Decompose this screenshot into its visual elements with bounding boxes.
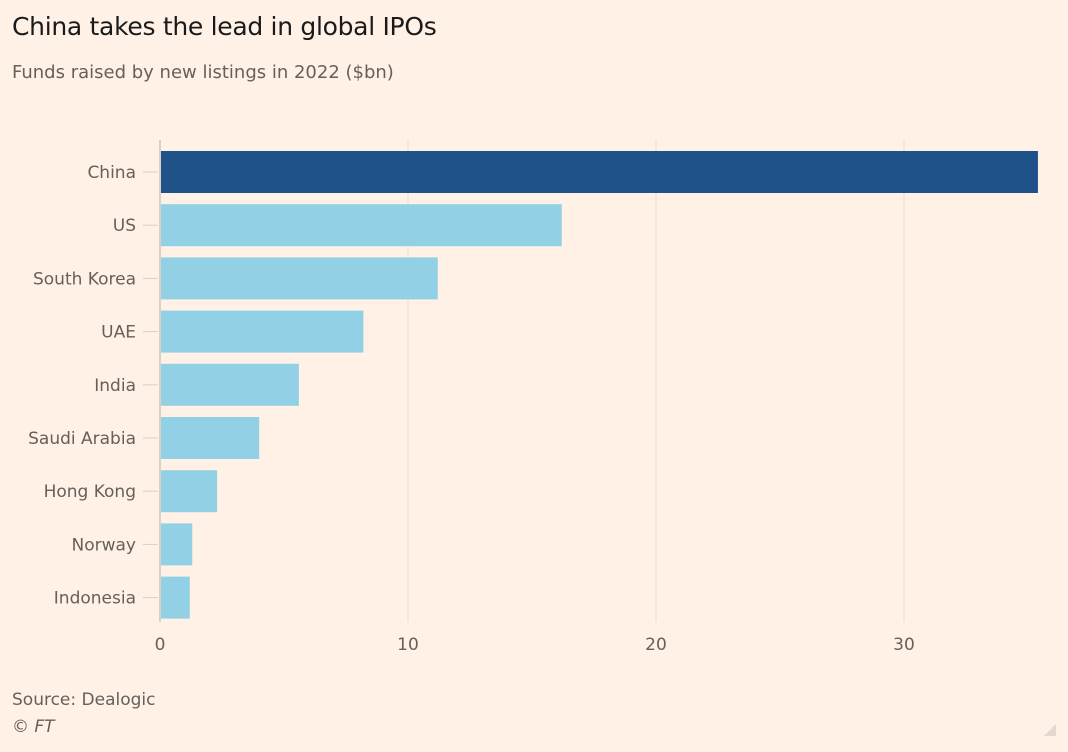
source-note: Source: Dealogic: [12, 690, 156, 710]
chart-title: China takes the lead in global IPOs: [12, 12, 437, 41]
chart-subtitle: Funds raised by new listings in 2022 ($b…: [12, 62, 394, 83]
bar-hong-kong: [161, 470, 218, 513]
copyright-note: © FT: [12, 717, 55, 737]
category-label: Saudi Arabia: [28, 429, 136, 449]
bar-india: [161, 363, 299, 406]
bar-saudi-arabia: [161, 417, 260, 459]
category-label: India: [94, 376, 136, 396]
category-label: UAE: [101, 323, 136, 343]
category-label: China: [87, 163, 136, 183]
x-tick-label: 30: [893, 635, 915, 655]
bar-south-korea: [161, 257, 438, 300]
resize-handle-icon[interactable]: [1044, 724, 1056, 736]
bar-chart: China US South Korea UAE India Saudi Arabia Ho…: [28, 140, 1038, 655]
tick-labels: 0 10 20 30: [155, 635, 915, 655]
bar-norway: [161, 523, 193, 566]
bars: [161, 151, 1038, 619]
x-tick-label: 20: [645, 635, 667, 655]
category-label: Indonesia: [54, 589, 136, 609]
category-label: Hong Kong: [44, 482, 136, 502]
bar-us: [161, 204, 562, 247]
category-label: South Korea: [33, 269, 136, 289]
bar-indonesia: [161, 576, 190, 619]
category-label: US: [113, 216, 136, 236]
x-tick-label: 0: [155, 635, 166, 655]
bar-china: [161, 151, 1038, 193]
category-label: Norway: [72, 535, 137, 555]
category-labels: China US South Korea UAE India Saudi Arabia Ho…: [28, 163, 158, 609]
bar-uae: [161, 310, 364, 353]
x-tick-label: 10: [397, 635, 419, 655]
